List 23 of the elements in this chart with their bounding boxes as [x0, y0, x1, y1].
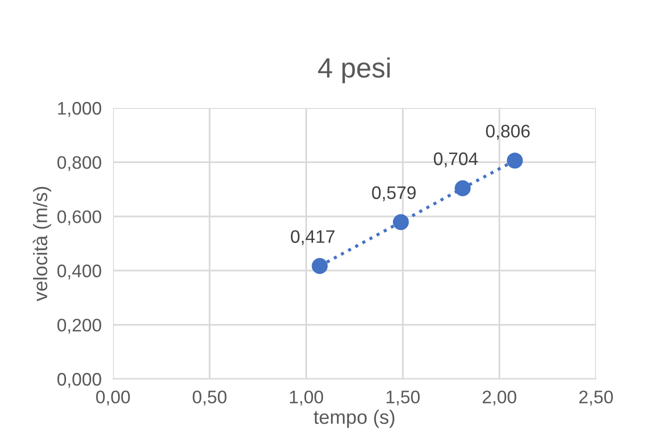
y-tick-label: 0,000: [57, 372, 102, 388]
point: [392, 214, 409, 230]
text: 0,417: [290, 230, 334, 246]
point: [506, 152, 523, 169]
text: 0,704: [434, 152, 478, 168]
y-tick-label: 0,800: [57, 156, 102, 172]
x-tick-label: 1,00: [290, 390, 324, 406]
y-tick-label: 0,600: [57, 210, 102, 226]
y-tick-label: 0,200: [57, 318, 102, 334]
chart-title: 4 pesi: [318, 57, 390, 84]
y-tick-label: 0,400: [57, 264, 102, 280]
x-tick-label: 2,00: [482, 390, 516, 406]
point: [454, 180, 471, 196]
x-tick-label: 2,50: [579, 390, 613, 406]
y-tick-label: 1,000: [58, 102, 102, 117]
point: [312, 258, 328, 274]
text: 0,579: [372, 186, 416, 202]
x-tick-label: 1,50: [386, 390, 420, 406]
y-axis-title: velocità (m/s): [32, 186, 52, 302]
text: 0,806: [486, 124, 530, 140]
x-axis-title: tempo (s): [314, 410, 394, 428]
x-tick-label: 0,50: [192, 390, 226, 406]
x-tick-label: 0,00: [96, 390, 130, 406]
